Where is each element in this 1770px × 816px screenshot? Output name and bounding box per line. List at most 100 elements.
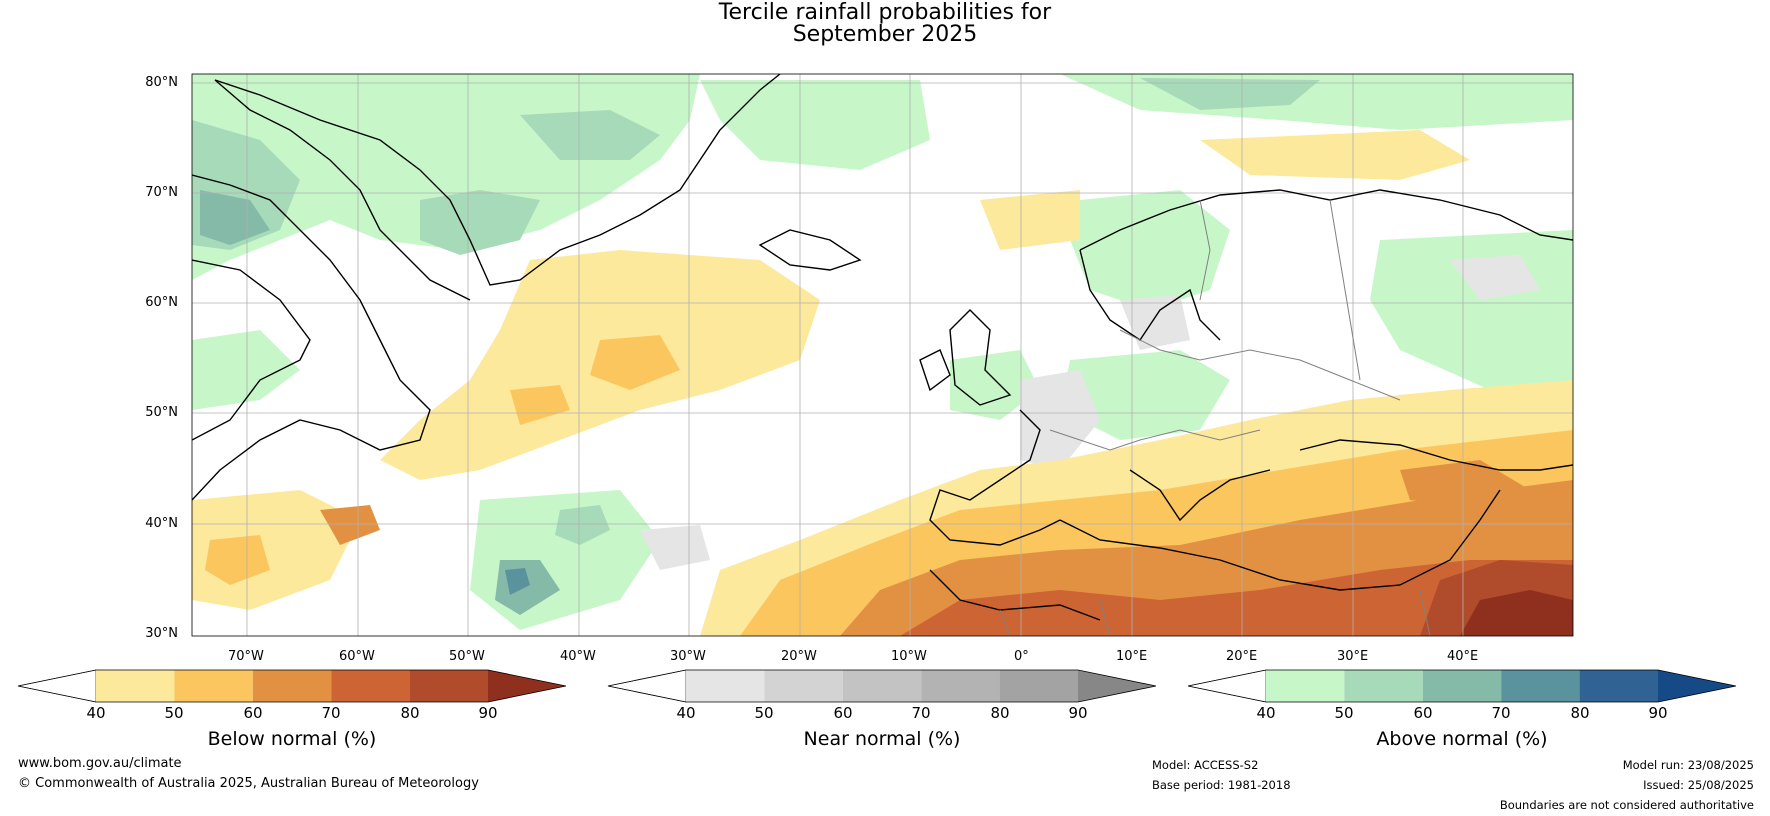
colorbar-segment [1501,670,1580,702]
above-normal-region [420,190,540,255]
lat-label: 40°N [145,516,178,531]
colorbar-label-above-normal: Above normal (%) [1376,728,1548,750]
lon-label: 30°W [670,649,706,664]
colorbar-label-near-normal: Near normal (%) [803,728,961,750]
below-normal-region [205,535,270,585]
colorbar-segment [1344,670,1423,702]
coastlines [192,74,1573,621]
footer-website: www.bom.gov.au/climate [18,756,182,771]
lon-label: 10°W [891,649,927,664]
above-normal-region [700,80,930,170]
colorbar-tick: 70 [1491,704,1511,722]
colorbar-tick: 70 [321,704,341,722]
above-normal-region [520,110,660,160]
above-normal-region [1060,350,1230,440]
lat-label: 70°N [145,185,178,200]
colorbar-tick: 40 [676,704,696,722]
colorbar-tick: 40 [1256,704,1276,722]
lon-label: 30°E [1337,649,1369,664]
lon-label: 70°W [228,649,264,664]
below-normal-region [320,505,380,545]
colorbar-segment [1078,670,1156,702]
footer-issued: Issued: 25/08/2025 [1643,778,1754,792]
footer-copyright: © Commonwealth of Australia 2025, Austra… [18,776,479,791]
colorbar-tick: 90 [1648,704,1668,722]
colorbar-segment [999,670,1078,702]
colorbar-near-normal [607,669,1157,703]
probability-regions [192,74,1573,636]
colorbar-segment [331,670,410,702]
colorbar-segment [764,670,843,702]
lon-label: 40°W [560,649,596,664]
below-normal-region [590,335,680,390]
colorbar-segment [17,669,97,703]
lon-label: 60°W [339,649,375,664]
lat-label: 80°N [145,75,178,90]
colorbar-tick: 50 [754,704,774,722]
colorbar-segment [1266,670,1345,702]
lat-label: 50°N [145,405,178,420]
colorbar-tick: 90 [1068,704,1088,722]
colorbar-tick: 60 [243,704,263,722]
colorbar-segment [1579,670,1658,702]
colorbar-segment [1658,670,1736,702]
colorbar-tick: 60 [1413,704,1433,722]
footer-model-run: Model run: 23/08/2025 [1622,758,1754,772]
lon-label: 20°W [781,649,817,664]
colorbar-segment [607,669,687,703]
below-normal-region [980,190,1080,250]
colorbar-segment [174,670,253,702]
colorbar-tick: 80 [400,704,420,722]
lat-label: 60°N [145,295,178,310]
below-normal-region [900,560,1573,636]
lon-label: 10°E [1116,649,1148,664]
colorbar-tick: 60 [833,704,853,722]
colorbar-above-normal [1187,669,1737,703]
above-normal-region [1140,78,1320,110]
lon-label: 20°E [1226,649,1258,664]
country-borders [999,199,1431,636]
colorbar-below-normal [17,669,567,703]
above-normal-region [505,568,530,595]
near-normal-region [1020,370,1100,470]
above-normal-region [192,330,300,410]
lon-label: 40°E [1447,649,1479,664]
above-normal-region [950,350,1040,420]
map-title-line2: September 2025 [792,22,978,47]
above-normal-region [1070,190,1230,310]
above-normal-region [555,505,610,545]
colorbar-tick: 80 [1570,704,1590,722]
below-normal-region [1200,130,1470,180]
lon-label: 0° [1014,649,1029,664]
colorbar-tick: 50 [164,704,184,722]
below-normal-region [510,385,570,425]
colorbar-segment [921,670,1000,702]
colorbar-segment [842,670,922,702]
colorbar-label-below-normal: Below normal (%) [207,728,377,750]
colorbar-segment [1422,670,1502,702]
colorbar-segment [252,670,332,702]
below-normal-region [1400,460,1530,510]
above-normal-region [200,190,270,245]
colorbar-tick: 40 [86,704,106,722]
footer-base-period: Base period: 1981-2018 [1152,778,1291,792]
lat-label: 30°N [145,626,178,641]
near-normal-region [1450,255,1540,300]
below-normal-region [1460,590,1573,636]
colorbar-segment [488,670,566,702]
lon-label: 50°W [449,649,485,664]
colorbar-segment [409,670,488,702]
near-normal-region [1120,295,1190,350]
map-title-line1: Tercile rainfall probabilities for [718,0,1052,25]
footer-model: Model: ACCESS-S2 [1152,758,1259,772]
colorbar-tick: 80 [990,704,1010,722]
colorbar-segment [686,670,765,702]
colorbar-segment [1187,669,1267,703]
colorbar-tick: 50 [1334,704,1354,722]
map-frame [191,73,1574,637]
colorbar-segment [96,670,175,702]
colorbar-tick: 90 [478,704,498,722]
footer-disclaimer: Boundaries are not considered authoritat… [1499,798,1754,812]
near-normal-region [640,525,710,570]
